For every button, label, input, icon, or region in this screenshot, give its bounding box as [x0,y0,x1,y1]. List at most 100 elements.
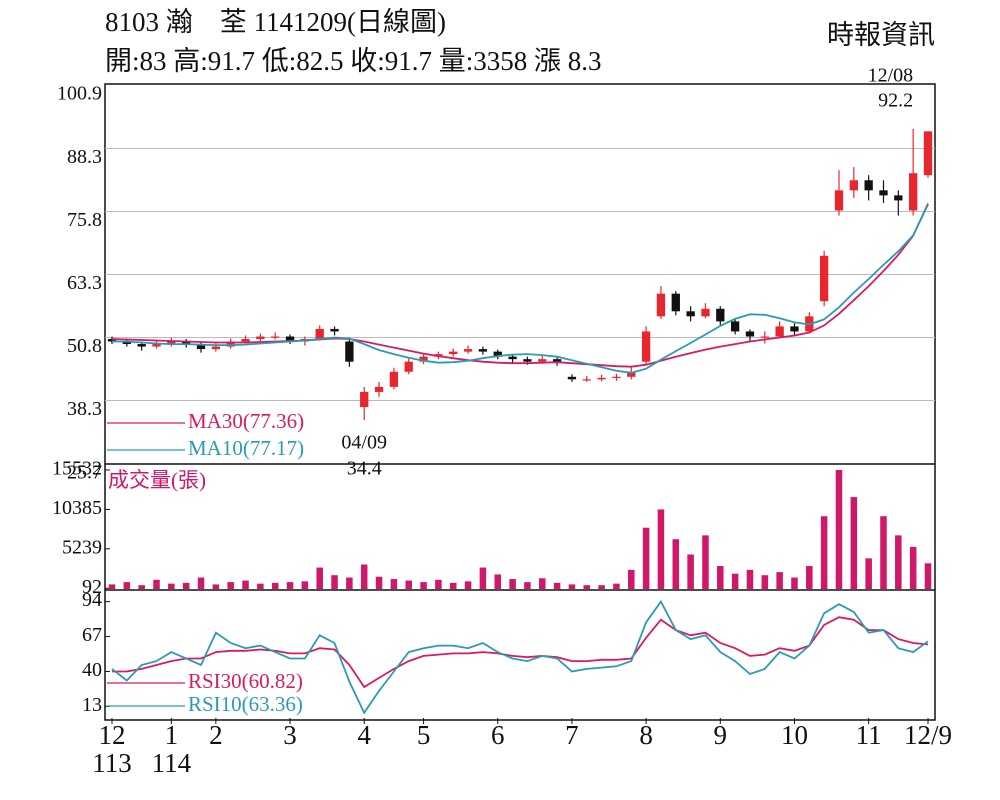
volume-bar [449,582,457,589]
candle-body [538,359,547,362]
candle-body [909,173,918,211]
candle-body [686,311,695,317]
candle-body [285,336,295,342]
volume-bar [761,575,769,589]
candle-body [345,341,354,362]
annotation-date: 12/08 [868,64,914,86]
volume-bar [702,535,709,589]
candle-body [315,328,324,340]
volume-bar [657,509,665,589]
volume-bar [346,577,353,589]
candle-body [508,356,517,360]
candle-body [790,326,799,332]
volume-bar [568,584,576,589]
candle-body [122,341,131,345]
annotation-value: 92.2 [878,89,913,111]
candle-body [449,351,458,355]
candle-body [849,180,858,191]
x-tick-label: 12/9 [904,720,952,750]
legend-label: RSI10(63.36) [188,692,303,716]
volume-bar [123,582,131,589]
legend-label: MA10(77.17) [188,436,304,460]
volume-bar [642,527,650,589]
candle-body [226,341,235,347]
volume-bar [613,583,620,589]
volume-bar [168,583,175,589]
legend-label: MA30(77.36) [188,409,304,433]
candle-body [923,131,933,176]
volume-bar [583,585,591,589]
candle-body [241,339,250,342]
y-tick-label: 75.8 [67,209,102,231]
volume-bar [182,582,190,589]
candle-body [612,376,621,379]
candle-body [493,351,502,357]
line-series [111,599,929,715]
volume-bar [524,582,531,589]
candle-body [389,371,399,387]
volume-bar [509,579,516,589]
candle-body [271,336,280,338]
x-tick-label: 10 [781,720,808,750]
candle-body [716,308,725,322]
candle-body [730,321,740,332]
candle-body [523,359,532,362]
y-tick-label: 88.3 [67,146,102,168]
volume-bar [628,569,635,589]
y-tick-label: 67 [82,624,102,646]
volume-bar [375,576,383,589]
volume-bar [880,516,887,589]
annotation-date: 04/09 [341,432,387,454]
candle-body [834,190,844,211]
quote-line: 開:83 高:91.7 低:82.5 收:91.7 量:3358 漲 8.3 [105,46,602,76]
volume-bar [553,582,561,589]
candle-body [256,336,265,340]
candle-body [641,331,651,362]
volume-bar [331,575,338,589]
x-tick-label: 3 [283,720,297,750]
y-tick-label: 50.8 [67,335,102,357]
x-tick-label: 6 [491,720,505,750]
source: 時報資訊 [827,20,935,50]
candle-body [671,293,680,312]
volume-bar [242,580,249,589]
candle-body [656,293,666,317]
candle-body [760,336,769,338]
x-tick-year: 113 [92,748,132,778]
volume-bar [909,546,917,589]
x-tick-label: 5 [417,720,431,750]
volume-bar [598,585,605,589]
candle-body [463,349,473,352]
candle-body [404,361,413,372]
x-tick-label: 2 [209,720,223,750]
candle-body [330,328,339,332]
volume-bar [776,572,783,589]
line-series [111,203,929,368]
panel-title: 成交量(張) [108,468,206,492]
volume-bar [479,567,487,589]
x-tick-label: 12 [99,720,126,750]
volume-bar [405,580,412,589]
volume-bar [257,583,264,589]
candle-body [627,371,636,377]
candle-body [567,376,577,380]
legend-label: RSI30(60.82) [188,669,303,693]
volume-bar [390,579,398,589]
volume-bar [464,581,472,589]
volume-bar [197,577,205,589]
volume-bar [538,578,546,589]
candle-body [582,379,591,381]
y-tick-label: 13 [82,694,102,716]
x-tick-label: 8 [639,720,653,750]
volume-bar [301,581,309,589]
candle-body [745,331,755,337]
volume-bar [360,564,368,589]
volume-bar [850,497,858,589]
y-tick-label: 15532 [52,458,102,480]
y-tick-label: 25.7 [67,462,102,484]
volume-bar [672,539,680,589]
x-tick-year: 114 [152,748,192,778]
line-series [112,204,929,374]
candle-body [211,346,221,350]
